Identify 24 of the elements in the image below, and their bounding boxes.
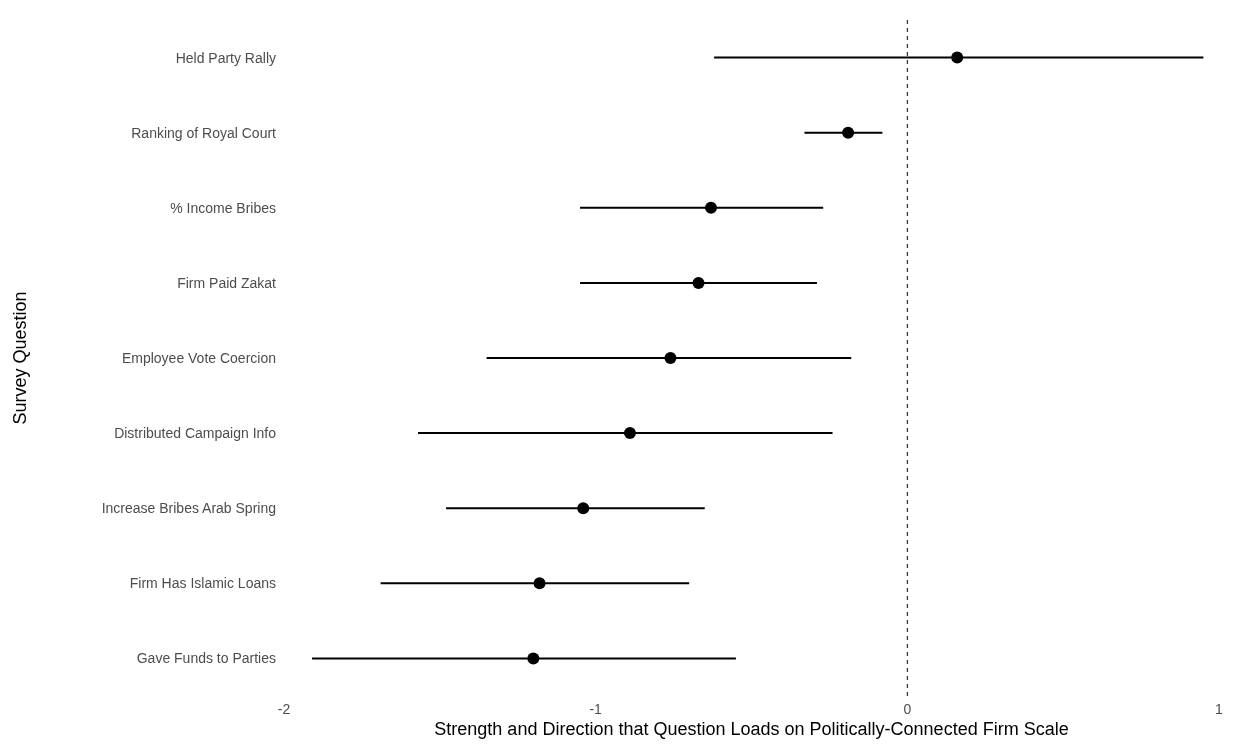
point — [692, 276, 705, 289]
y-axis-title: Survey Question — [10, 291, 31, 425]
y-tick-label: Distributed Campaign Info — [114, 425, 277, 442]
y-tick-label: Held Party Rally — [175, 49, 276, 66]
y-tick-label: Gave Funds to Parties — [136, 650, 276, 667]
y-tick-label: Ranking of Royal Court — [131, 124, 277, 141]
y-tick-label: Employee Vote Coercion — [121, 349, 276, 366]
point — [664, 352, 677, 364]
x-tick-label: 0 — [903, 700, 912, 717]
y-tick-label: % Income Bribes — [170, 199, 276, 216]
x-tick-label: -2 — [277, 700, 291, 717]
point — [533, 577, 546, 590]
y-tick-label: Firm Paid Zakat — [177, 274, 277, 291]
point — [527, 652, 540, 665]
y-tick-label: Firm Has Islamic Loans — [129, 575, 276, 592]
x-tick-label: 1 — [1215, 700, 1224, 717]
y-tick-label: Increase Bribes Arab Spring — [101, 500, 276, 517]
point — [951, 51, 964, 64]
x-axis-title: Strength and Direction that Question Loads on Politically-Connected Firm Scale — [434, 719, 1069, 739]
point — [623, 427, 636, 440]
point — [842, 126, 855, 139]
x-tick-label: -1 — [589, 700, 603, 717]
point — [704, 201, 717, 214]
point — [577, 502, 590, 515]
